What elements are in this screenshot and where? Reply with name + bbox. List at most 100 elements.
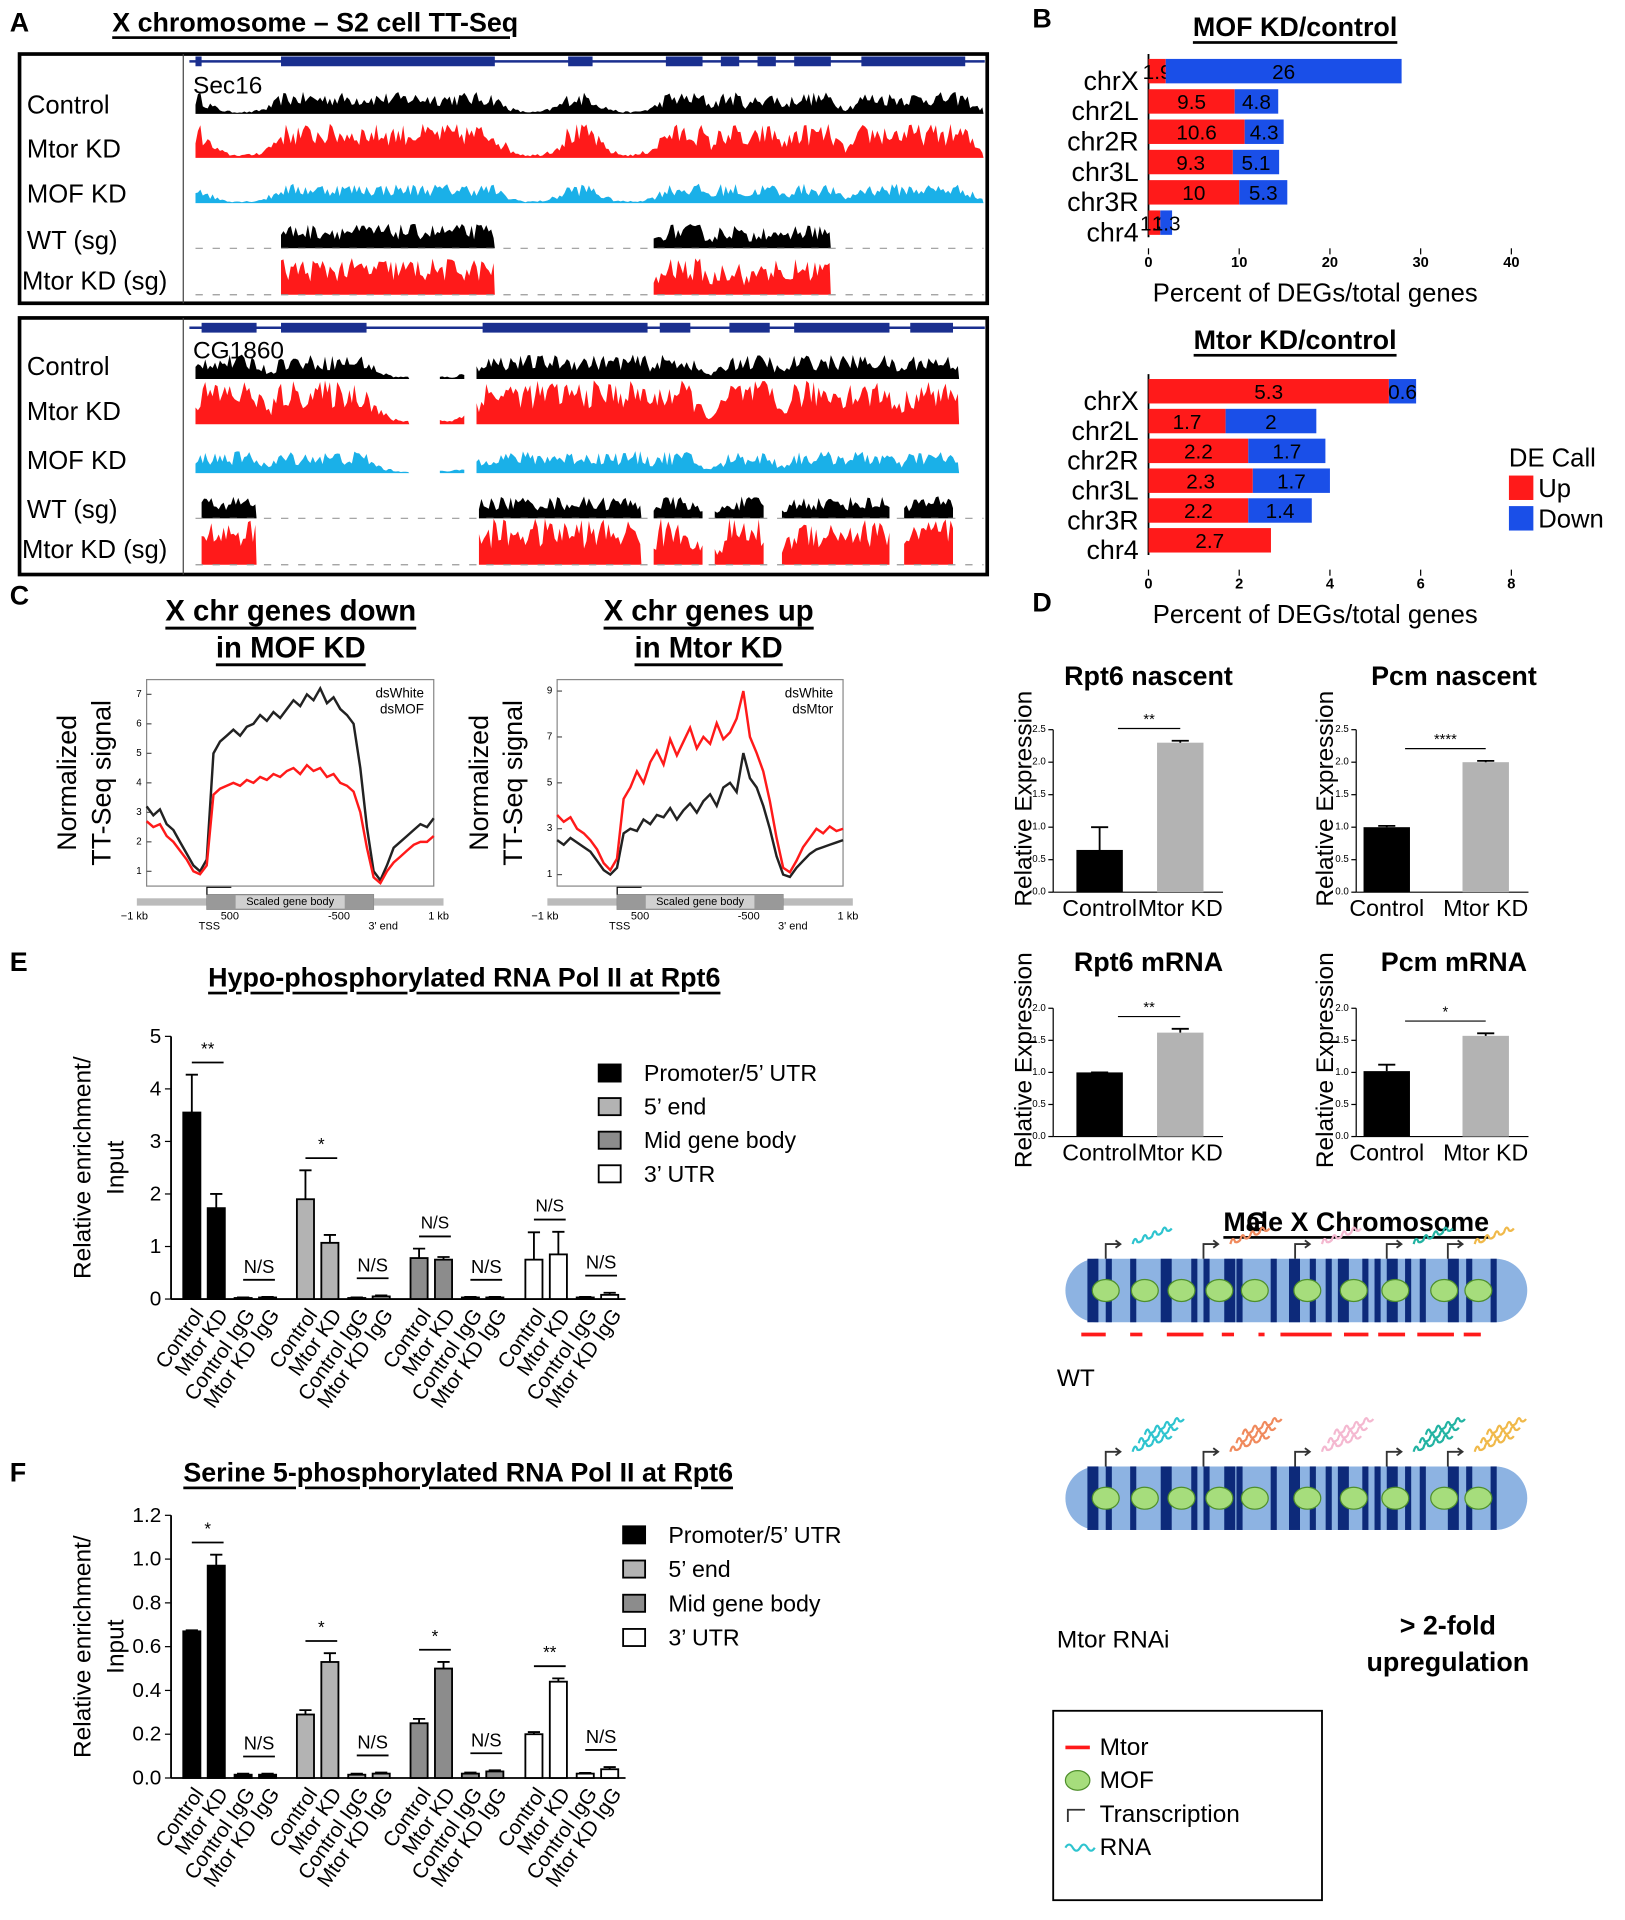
exon [757,56,776,67]
panel-label: G [1246,1207,1267,1237]
y-tick-label: 1.5 [1032,1035,1046,1046]
track-signal [281,258,495,295]
bar [409,1257,429,1300]
track-signal [195,354,410,380]
track-signal [439,374,465,380]
error-bar [412,1717,426,1724]
y-tick-label: 7 [547,731,552,742]
y-tick-label: 5 [150,1025,162,1048]
error-bar [527,1231,541,1260]
bar-segment [1148,89,1235,114]
transcription-arrow [1202,1239,1220,1259]
track-signal [195,451,410,474]
mof [1381,1486,1410,1510]
chart-title: Rpt6 mRNA [1074,947,1223,977]
rna [1320,1226,1362,1245]
y-axis-label: Normalized [52,715,82,851]
exon [281,56,495,67]
line-series [556,752,844,879]
track-label: Mtor KD [27,135,121,163]
track-signal [714,518,764,565]
exon [482,322,648,333]
track-box [17,316,990,577]
gene-axis-label: TSS [199,920,220,932]
x-tick-label: 20 [1322,255,1338,271]
mof [1430,1486,1459,1510]
bar-segment [1148,58,1166,84]
chart-title: X chr genes down [165,595,416,628]
x-tick-label: Control [1349,1139,1424,1165]
chromosome-band [1236,1466,1243,1530]
panel-label: E [10,947,28,977]
bar [434,1667,453,1779]
bar [524,1258,544,1300]
chart-title: in Mtor KD [635,631,783,664]
x-tick-label: Mtor KD [1443,895,1528,921]
mof [1240,1486,1269,1510]
gene-axis-label: 3' end [368,920,398,932]
x-axis-label: Percent of DEGs/total genes [1153,280,1478,308]
track-signal [476,354,960,380]
error-bar [527,1731,541,1735]
category-label: chr3R [1067,187,1139,217]
bar-segment [1248,498,1312,523]
transcription-arrow [1446,1447,1465,1467]
track-signal [653,496,703,519]
y-tick-label: 2 [150,1182,162,1205]
significance: * [432,1627,439,1646]
bar-segment [1148,180,1240,205]
error-bar [1378,824,1396,828]
transcription-arrow [1104,1239,1122,1259]
gene-axis-label: −1 kb [531,911,558,923]
track-signal [195,183,984,204]
chart-title: Rpt6 nascent [1064,661,1233,691]
bar-segment [1244,119,1284,144]
panel-title: X chromosome – S2 cell TT-Seq [112,7,518,37]
x-tick-label: Control [1062,1139,1137,1165]
significance: ** [543,1643,557,1662]
y-tick-label: 2.0 [1335,757,1349,768]
y-tick-label: 1.0 [1335,1067,1349,1078]
y-tick-label: 1.2 [132,1504,161,1527]
y-tick-label: 0.5 [1032,854,1046,865]
bar [258,1773,278,1779]
category-label: chr3R [1067,505,1139,535]
y-tick-label: 0.5 [1032,1099,1046,1110]
y-tick-label: 1.5 [1032,789,1046,800]
tss-arrow [616,886,642,895]
value-label: 1.4 [1266,500,1295,523]
error-bar [1171,739,1189,743]
y-tick-label: 3 [547,823,552,834]
bar [371,1772,391,1779]
legend-swatch [597,1130,622,1150]
value-label: 4.8 [1242,91,1271,114]
bar [548,1680,568,1779]
bar [233,1773,253,1779]
end-box [754,894,784,910]
chart-title: MOF KD/control [1193,12,1397,42]
significance: N/S [421,1213,449,1232]
error-bar [1171,1027,1189,1033]
y-tick-label: 1.0 [1032,1067,1046,1078]
category-label: chrX [1083,66,1138,96]
chromosome-band [1490,1466,1497,1530]
y-axis-label: TT-Seq signal [498,700,528,866]
bar-segment [1252,468,1330,493]
error-bar [603,1766,616,1770]
x-tick-label: 6 [1417,576,1425,592]
error-bar [375,1771,388,1774]
bar-segment [1239,180,1288,205]
tss-box [206,894,236,910]
line-series [145,685,435,883]
rna [1473,1226,1515,1245]
exon [794,322,890,333]
value-label: 1.7 [1277,470,1306,493]
y-tick-label: 2.0 [1032,757,1046,768]
legend-swatch [1508,506,1534,531]
value-label: 5.3 [1254,381,1283,404]
exon [910,322,954,333]
error-bar [210,1553,223,1566]
legend-label: MOF [1100,1767,1154,1794]
y-tick-label: 5 [547,777,553,788]
y-tick-label: 5 [136,748,142,759]
